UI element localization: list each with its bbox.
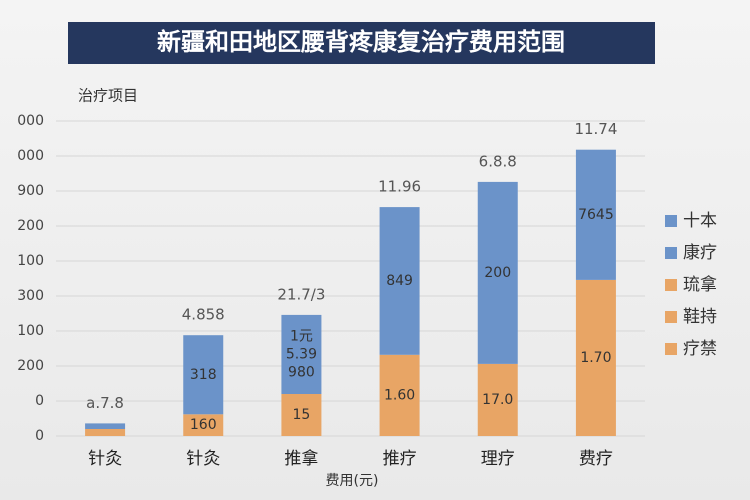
x-tick-label: 推疗 <box>383 449 417 469</box>
y-tick-label: 000 <box>17 148 44 164</box>
y-tick-label: 900 <box>17 183 44 199</box>
segment-text: 5.39 <box>286 346 317 362</box>
y-tick-label: 100 <box>17 253 44 269</box>
legend-label: 十本 <box>683 211 717 231</box>
segment-text: 849 <box>386 273 413 289</box>
total-text: 21.7/3 <box>277 285 325 303</box>
legend-label: 鞋持 <box>683 307 717 327</box>
x-axis-title: 费用(元) <box>326 473 379 489</box>
legend-swatch <box>665 215 677 227</box>
x-tick-label: 针灸 <box>186 449 220 469</box>
bar-segment <box>281 314 322 394</box>
total-text: 6.8.8 <box>479 152 517 170</box>
x-tick-label: 推拿 <box>284 448 318 469</box>
total-text: 11.96 <box>378 178 421 196</box>
bar-segment <box>575 279 616 436</box>
segment-text: 17.0 <box>482 392 513 408</box>
y-tick-label: 300 <box>17 288 44 304</box>
segment-text: 1元 <box>290 328 313 344</box>
legend-swatch <box>665 311 677 323</box>
legend-label: 琉拿 <box>683 274 717 295</box>
chart-title: 新疆和田地区腰背疼康复治疗费用范围 <box>157 28 565 56</box>
y-tick-label: 100 <box>17 323 44 339</box>
bar-segment <box>85 429 126 436</box>
y-tick-label: 000 <box>17 113 44 129</box>
legend-swatch <box>665 279 677 291</box>
y-tick-label: 0 <box>35 393 44 409</box>
legend-swatch <box>665 343 677 355</box>
segment-text: 980 <box>288 364 315 380</box>
bar-segment <box>379 207 420 355</box>
legend-label: 疗禁 <box>683 339 717 359</box>
bar-segment <box>477 363 518 436</box>
segment-text: 1.60 <box>384 387 415 403</box>
y-axis-title: 治疗项目 <box>78 87 138 105</box>
y-tick-label: 200 <box>17 218 44 234</box>
x-tick-label: 理疗 <box>481 449 515 469</box>
segment-text: 15 <box>293 407 311 423</box>
total-text: 4.858 <box>182 306 225 324</box>
segment-text: 7645 <box>578 207 614 223</box>
bar-segment <box>183 335 224 415</box>
bar-segment <box>379 354 420 436</box>
bar-segment <box>477 181 518 364</box>
bar-segment <box>183 414 224 436</box>
y-tick-label: 200 <box>17 358 44 374</box>
total-text: 11.74 <box>574 120 617 138</box>
segment-text: 1.70 <box>580 350 611 366</box>
bar-segment <box>281 394 322 436</box>
y-tick-label: 0 <box>35 428 44 444</box>
legend-swatch <box>665 247 677 259</box>
title-banner <box>68 22 655 64</box>
legend-label: 康疗 <box>683 243 717 263</box>
bar-segment <box>85 423 126 429</box>
segment-text: 200 <box>484 265 511 281</box>
segment-text: 318 <box>190 367 217 383</box>
total-text: a.7.8 <box>86 394 124 412</box>
x-tick-label: 针灸 <box>88 449 122 469</box>
x-tick-label: 费疗 <box>579 449 613 469</box>
bar-segment <box>575 149 616 280</box>
segment-text: 160 <box>190 417 217 433</box>
